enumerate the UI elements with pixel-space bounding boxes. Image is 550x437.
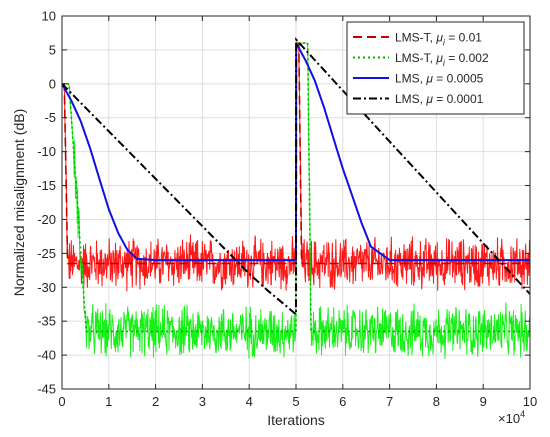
y-tick-label: -20 — [37, 212, 56, 227]
y-tick-label: -25 — [37, 246, 56, 261]
x-tick-label: 4 — [246, 394, 253, 409]
y-axis: 10 5 0 -5 -10 -15 -20 -25 -30 -35 -40 -45 — [37, 9, 530, 397]
y-axis-label: Normalized misalignment (dB) — [11, 109, 27, 297]
x-tick-label: 7 — [386, 394, 393, 409]
y-tick-label: -35 — [37, 314, 56, 329]
x-tick-label: 9 — [480, 394, 487, 409]
x-axis-multiplier: ×104 — [498, 409, 525, 426]
legend: LMS-T, μi = 0.01 LMS-T, μi = 0.002 LMS, μ … — [346, 21, 525, 115]
series-line-3 — [62, 37, 530, 317]
y-tick-label: -15 — [37, 178, 56, 193]
y-tick-label: -45 — [37, 382, 56, 397]
x-tick-label: 10 — [523, 394, 537, 409]
legend-label-1: LMS-T, μi = 0.002 — [395, 51, 489, 68]
legend-label-3: LMS, μ = 0.0001 — [395, 92, 484, 106]
x-tick-label: 8 — [433, 394, 440, 409]
x-tick-label: 0 — [58, 394, 65, 409]
y-tick-label: -30 — [37, 280, 56, 295]
legend-label-0: LMS-T, μi = 0.01 — [395, 31, 482, 48]
y-tick-label: -40 — [37, 348, 56, 363]
y-tick-label: 5 — [49, 42, 56, 57]
x-axis-label: Iterations — [267, 412, 325, 428]
y-tick-label: 10 — [42, 9, 56, 24]
legend-label-2: LMS, μ = 0.0005 — [395, 72, 484, 86]
y-tick-label: 0 — [49, 76, 56, 91]
x-tick-label: 2 — [152, 394, 159, 409]
y-tick-label: -5 — [44, 110, 56, 125]
y-tick-label: -10 — [37, 144, 56, 159]
series-layer — [62, 37, 530, 359]
x-tick-label: 1 — [105, 394, 112, 409]
x-tick-label: 3 — [199, 394, 206, 409]
x-tick-label: 5 — [292, 394, 299, 409]
x-axis: 0 1 2 3 4 5 6 7 8 9 10 — [58, 16, 537, 409]
x-tick-label: 6 — [339, 394, 346, 409]
